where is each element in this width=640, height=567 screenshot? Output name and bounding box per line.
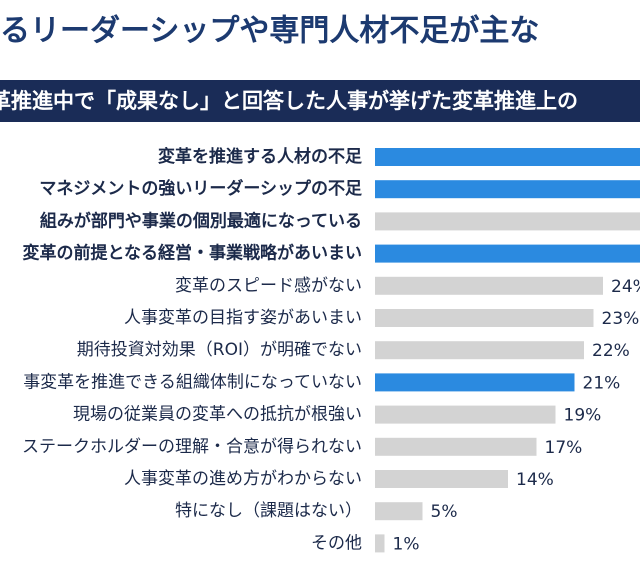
bar <box>375 437 537 456</box>
category-label: マネジメントの強いリーダーシップの不足 <box>39 178 362 199</box>
category-label: 変革の前提となる経営・事業戦略があいまい <box>23 243 363 264</box>
value-label: 19% <box>564 406 602 426</box>
subtitle-banner <box>0 80 640 122</box>
value-label: 24% <box>611 277 640 297</box>
bar <box>375 212 640 231</box>
value-label: 23% <box>602 309 640 329</box>
value-label: 22% <box>592 341 630 361</box>
bar <box>375 244 640 263</box>
category-label: 人事変革の目指す姿があいまい <box>124 308 362 328</box>
category-label: 組みが部門や事業の個別最適になっている <box>40 210 362 231</box>
value-label: 21% <box>583 373 621 393</box>
category-label: 変革のスピード感がない <box>175 276 362 296</box>
bar <box>375 470 508 488</box>
category-label: 現場の従業員の変革への抵抗が根強い <box>73 405 362 425</box>
category-label: 変革を推進する人材の不足 <box>158 146 362 167</box>
bar <box>375 405 556 424</box>
value-label: 17% <box>545 438 583 458</box>
bar <box>375 309 594 327</box>
chart-subtitle: 革推進中で「成果なし」と回答した人事が挙げた変革推進上の <box>0 89 578 113</box>
value-label: 5% <box>431 502 458 522</box>
bar <box>375 341 584 360</box>
category-label: 人事変革の進め方がわからない <box>124 469 362 489</box>
bar <box>375 373 575 392</box>
category-label: ステークホルダーの理解・合意が得られない <box>22 437 362 457</box>
bar <box>375 502 423 521</box>
value-label: 1% <box>393 534 420 554</box>
category-label: その他 <box>311 533 362 553</box>
value-label: 14% <box>516 470 554 490</box>
bar <box>375 148 640 166</box>
bar <box>375 180 640 199</box>
bar <box>375 276 603 295</box>
category-label: 特になし（課題はない） <box>175 501 362 521</box>
chart-title: るリーダーシップや専門人材不足が主な <box>0 14 539 49</box>
bar <box>375 534 385 553</box>
category-label: 期待投資対効果（ROI）が明確でない <box>77 340 362 360</box>
category-label: 事変革を推進できる組織体制になっていない <box>23 372 362 392</box>
